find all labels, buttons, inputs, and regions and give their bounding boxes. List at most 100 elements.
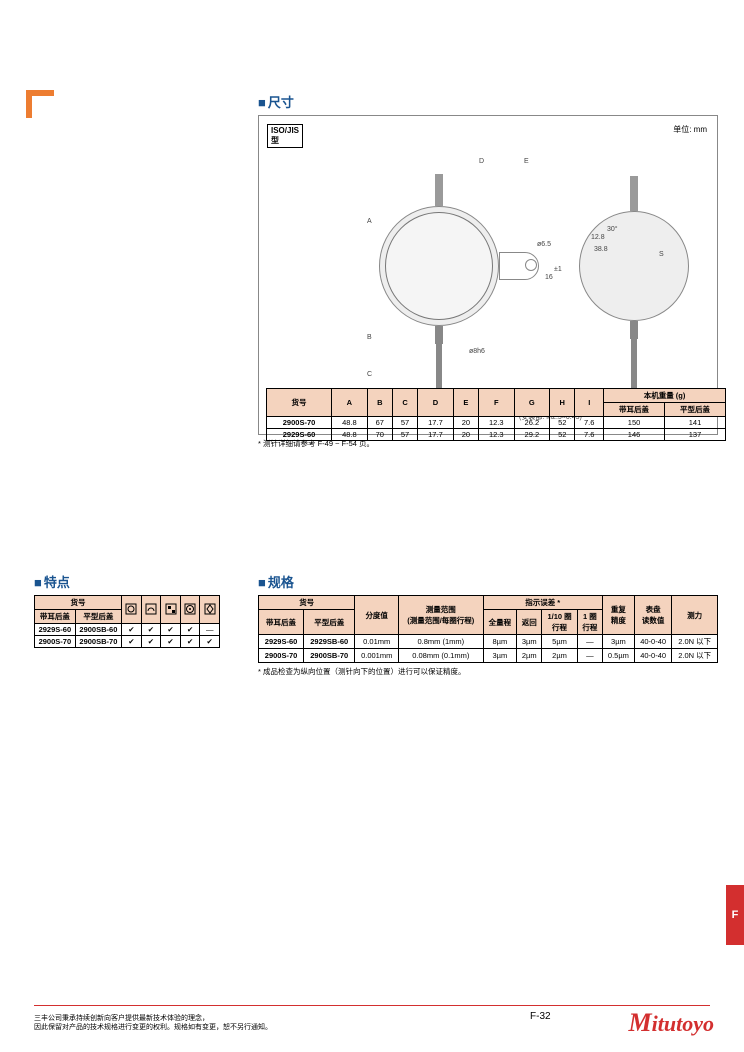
dim-box: ISO/JIS 型 单位: mm D E A B C ø6.5 16 ±1 ø8… [258,115,718,435]
table-cell: 2929S-60 [35,624,76,636]
table-cell: 0.01mm [355,635,399,649]
section-spec: 规格 货号 分度值 测量范围 (测量范围/每圈行程) 指示误差 * 重复 精度 … [258,572,718,677]
table-cell: 8µm [483,635,517,649]
dial-side [579,211,689,321]
table-cell: 70 [367,429,392,441]
sh-code: 货号 [259,596,355,610]
side-tab-f: F [726,885,744,945]
table-cell: 3µm [602,635,634,649]
label-pm: ±1 [554,266,562,274]
label-phi65: ø6.5 [537,241,551,249]
label-30: 30° [607,226,618,234]
table-cell: 20 [453,429,478,441]
table-cell: 2900S-70 [267,417,332,429]
table-cell: 2900SB-70 [75,636,121,648]
table-cell: 3µm [517,635,542,649]
table-cell: 2929S-60 [267,429,332,441]
table-cell: ✔ [180,624,200,636]
dial-front [379,206,499,326]
feat-icon-1 [122,596,142,624]
feat-title: 特点 [34,572,220,591]
table-cell: ✔ [122,636,142,648]
table-cell: 57 [392,429,417,441]
table-cell: 0.08mm (0.1mm) [399,649,484,663]
table-cell: 40-0-40 [634,649,671,663]
table-cell: 2900S-70 [259,649,304,663]
table-cell: 12.3 [478,417,514,429]
spec-table: 货号 分度值 测量范围 (测量范围/每圈行程) 指示误差 * 重复 精度 表盘 … [258,595,718,663]
table-cell: 5µm [542,635,578,649]
table-cell: 137 [665,429,726,441]
sh-err: 指示误差 * [483,596,602,610]
table-cell: ✔ [200,636,220,648]
table-cell: 67 [367,417,392,429]
label-s: S [659,251,664,259]
table-cell: 12.3 [478,429,514,441]
page-number: F-32 [530,1011,551,1022]
dh-code: 货号 [267,389,332,417]
table-cell: ✔ [122,624,142,636]
isojis-badge: ISO/JIS 型 [267,124,303,148]
table-cell: 2.0N 以下 [672,635,718,649]
table-cell: 29.2 [514,429,550,441]
fh-code: 货号 [35,596,122,610]
corner-mark [26,90,54,118]
table-cell: 0.5µm [602,649,634,663]
table-cell: 2.0N 以下 [672,649,718,663]
footer-text: 三丰公司秉承持续创新向客户提供最新技术体验的理念， 因此保留对产品的技术规格进行… [34,1014,272,1032]
table-cell: 150 [604,417,665,429]
table-cell: — [577,635,602,649]
label-c: C [367,371,372,379]
table-cell: 2µm [517,649,542,663]
dh-weight: 本机重量 (g) [604,389,726,403]
section-features: 特点 货号 带耳后盖 平型后盖 2929S-602900SB-60✔✔✔✔—29… [34,572,220,648]
table-cell: 2900SB-70 [304,649,355,663]
table-cell: 2929S-60 [259,635,304,649]
feat-icon-5 [200,596,220,624]
label-388: 38.8 [594,246,608,254]
feat-icon-2 [141,596,161,624]
table-cell: 17.7 [418,417,454,429]
table-cell: 40-0-40 [634,635,671,649]
label-phi8: ø8h6 [469,348,485,356]
table-cell: ✔ [141,636,161,648]
table-cell: 2900S-70 [35,636,76,648]
table-cell: 0.001mm [355,649,399,663]
table-cell: 141 [665,417,726,429]
spec-title: 规格 [258,572,718,591]
label-b: B [367,334,372,342]
mitutoyo-logo: Mitutoyo [629,1008,714,1038]
section-dimensions: 尺寸 ISO/JIS 型 单位: mm D E A B C ø6.5 16 ±1… [258,92,718,449]
feat-table: 货号 带耳后盖 平型后盖 2929S-602900SB-60✔✔✔✔—2900S… [34,595,220,648]
tech-diagram: D E A B C ø6.5 16 ±1 ø8h6 S 30° 38.8 12.… [379,146,699,386]
table-cell: 2900SB-60 [75,624,121,636]
table-cell: 146 [604,429,665,441]
table-cell: 52 [550,429,575,441]
table-cell: — [577,649,602,663]
table-cell: ✔ [180,636,200,648]
table-cell: 52 [550,417,575,429]
table-cell: 7.6 [575,429,604,441]
table-cell: 26.2 [514,417,550,429]
label-e: E [524,158,529,166]
label-16: 16 [545,274,553,282]
footer-line [34,1005,710,1006]
table-cell: 3µm [483,649,517,663]
label-128: 12.8 [591,234,605,242]
feat-icon-4 [180,596,200,624]
table-cell: 2µm [542,649,578,663]
table-cell: 20 [453,417,478,429]
feat-icon-3 [161,596,181,624]
footer-l1: 三丰公司秉承持续创新向客户提供最新技术体验的理念， [34,1014,272,1023]
table-cell: 57 [392,417,417,429]
unit-label: 单位: mm [673,124,707,135]
table-cell: ✔ [161,636,181,648]
dim-table: 货号 A B C D E F G H I 本机重量 (g) 带耳后盖 平型后盖 … [266,388,726,441]
table-cell: 48.8 [332,429,368,441]
table-cell: ✔ [141,624,161,636]
table-cell: 7.6 [575,417,604,429]
table-cell: — [200,624,220,636]
table-cell: 17.7 [418,429,454,441]
footer-l2: 因此保留对产品的技术规格进行变更的权利。规格如有变更，恕不另行通知。 [34,1023,272,1032]
spec-note: * 成品检查为纵向位置（测针向下的位置）进行可以保证精度。 [258,666,718,677]
